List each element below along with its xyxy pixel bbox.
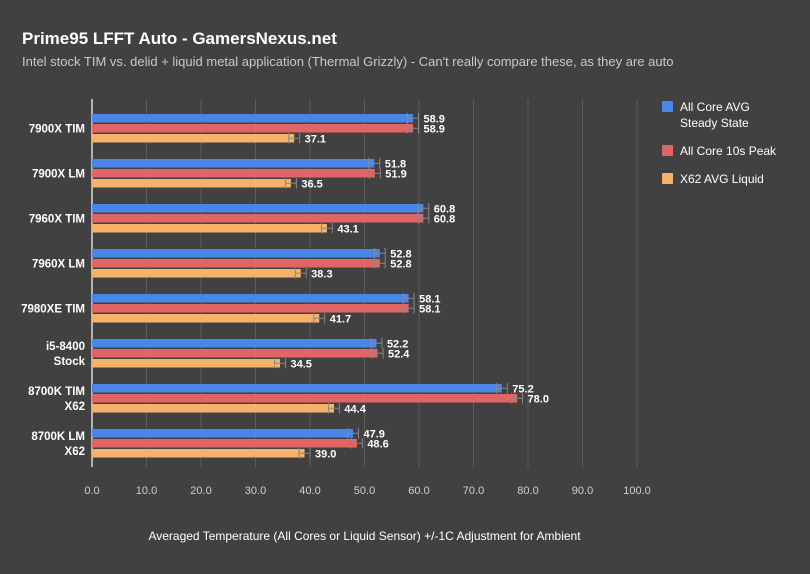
bar [92, 349, 378, 358]
data-label: 52.2 [387, 338, 408, 350]
data-label: 78.0 [528, 393, 549, 405]
data-label: 36.5 [301, 178, 322, 190]
legend-swatch [662, 101, 673, 112]
legend-label: X62 AVG Liquid [680, 172, 764, 186]
bar [92, 449, 305, 458]
bar [92, 204, 424, 213]
bar [92, 259, 380, 268]
chart-subtitle: Intel stock TIM vs. delid + liquid metal… [22, 54, 674, 69]
data-label: 39.0 [315, 448, 336, 460]
x-tick-label: 30.0 [245, 485, 266, 497]
category-label: 7960X TIM [29, 214, 85, 226]
bar [92, 394, 518, 403]
data-label: 52.8 [390, 248, 411, 260]
legend-label: All Core 10s Peak [680, 144, 777, 158]
data-label: 37.1 [305, 133, 326, 145]
bar [92, 114, 414, 123]
category-label: 8700K TIM [28, 386, 85, 398]
category-label: Stock [54, 356, 86, 368]
x-tick-label: 60.0 [408, 485, 429, 497]
data-label: 58.1 [419, 293, 440, 305]
legend-swatch [662, 173, 673, 184]
legend-item: All Core 10s Peak [660, 143, 800, 159]
x-axis-label: Averaged Temperature (All Cores or Liqui… [148, 529, 581, 543]
data-label: 51.8 [385, 158, 406, 170]
bar [92, 339, 377, 348]
legend-label: All Core AVG [680, 100, 750, 114]
data-label: 47.9 [364, 428, 385, 440]
bar [92, 224, 327, 233]
x-tick-label: 10.0 [136, 485, 157, 497]
category-label: X62 [65, 401, 85, 413]
bar [92, 429, 354, 438]
bar [92, 124, 414, 133]
data-label: 38.3 [311, 268, 332, 280]
data-label: 58.9 [423, 123, 444, 135]
bar [92, 359, 281, 368]
data-label: 51.9 [385, 168, 406, 180]
category-label: 8700K LM [31, 431, 85, 443]
bar [92, 269, 301, 278]
x-tick-label: 90.0 [572, 485, 593, 497]
bar [92, 134, 295, 143]
legend-item: All Core AVG Steady State [660, 99, 800, 131]
bar [92, 314, 320, 323]
category-label: 7960X LM [32, 259, 85, 271]
bar [92, 439, 357, 448]
x-tick-label: 70.0 [463, 485, 484, 497]
bar [92, 179, 291, 188]
x-tick-label: 40.0 [299, 485, 320, 497]
data-label: 34.5 [290, 358, 311, 370]
legend-label: Steady State [680, 116, 749, 130]
category-label: 7980XE TIM [21, 304, 85, 316]
bar [92, 159, 375, 168]
bar [92, 214, 424, 223]
data-label: 75.2 [512, 383, 533, 395]
data-label: 60.8 [434, 213, 455, 225]
data-label: 48.6 [367, 438, 388, 450]
bar [92, 294, 409, 303]
bar [92, 169, 375, 178]
x-tick-label: 20.0 [190, 485, 211, 497]
x-tick-label: 50.0 [354, 485, 375, 497]
x-tick-label: 0.0 [84, 485, 99, 497]
data-label: 43.1 [337, 223, 358, 235]
x-tick-label: 80.0 [517, 485, 538, 497]
x-tick-label: 100.0 [623, 485, 651, 497]
category-label: X62 [65, 446, 85, 458]
data-label: 41.7 [330, 313, 351, 325]
data-label: 60.8 [434, 203, 455, 215]
category-label: 7900X LM [32, 169, 85, 181]
category-label: 7900X TIM [29, 124, 85, 136]
category-label: i5-8400 [46, 341, 85, 353]
bar [92, 404, 334, 413]
data-label: 44.4 [344, 403, 366, 415]
legend-item: X62 AVG Liquid [660, 171, 800, 187]
data-label: 52.4 [388, 348, 410, 360]
legend: All Core AVG Steady State All Core 10s Pea… [660, 99, 800, 199]
chart-title: Prime95 LFFT Auto - GamersNexus.net [22, 29, 337, 48]
data-label: 58.9 [423, 113, 444, 125]
data-label: 52.8 [390, 258, 411, 270]
bar [92, 304, 409, 313]
bar [92, 384, 502, 393]
bar [92, 249, 380, 258]
data-label: 58.1 [419, 303, 440, 315]
legend-swatch [662, 145, 673, 156]
